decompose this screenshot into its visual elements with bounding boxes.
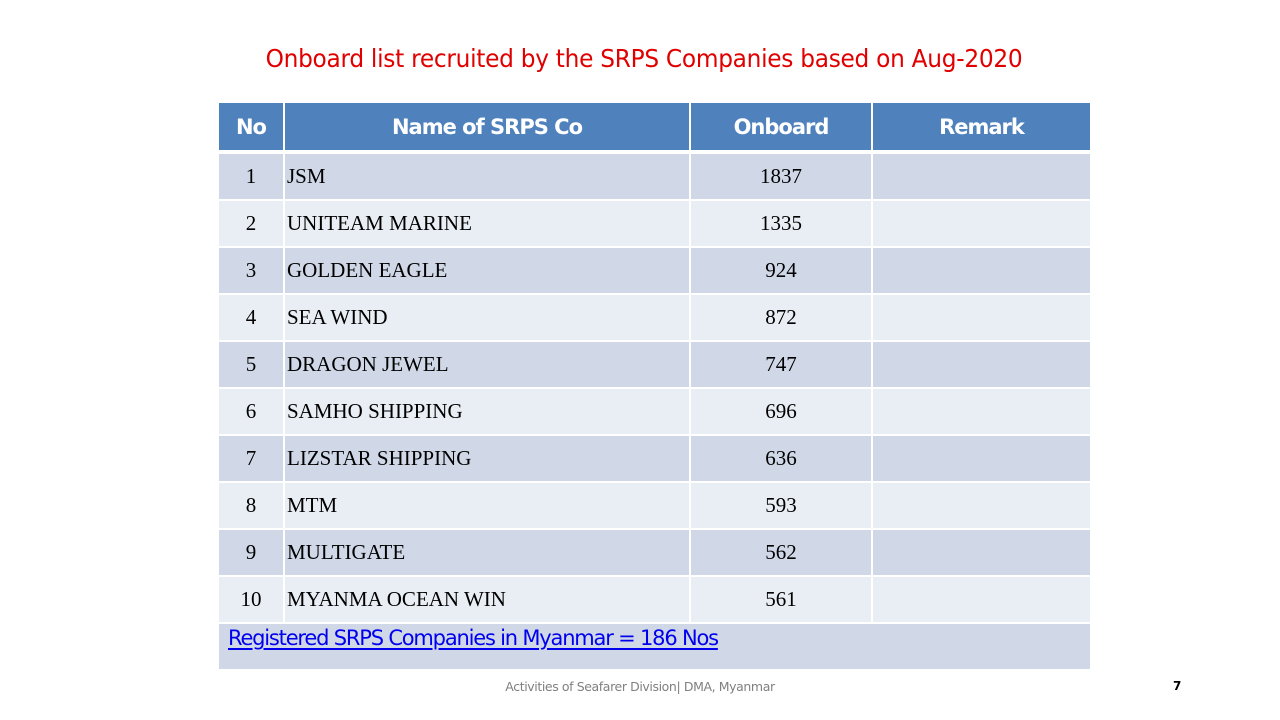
cell-remark	[871, 434, 1090, 482]
summary-cell: Registered SRPS Companies in Myanmar = 1…	[219, 622, 1090, 669]
footer-text: Activities of Seafarer Division| DMA, My…	[505, 679, 775, 694]
cell-company-name: MTM	[283, 481, 690, 529]
cell-company-name: SAMHO SHIPPING	[283, 387, 690, 435]
cell-remark	[871, 246, 1090, 294]
table-row: 6 SAMHO SHIPPING 696	[219, 387, 1090, 435]
cell-no: 8	[219, 481, 284, 529]
cell-remark	[871, 293, 1090, 341]
cell-no: 10	[219, 575, 284, 623]
cell-remark	[871, 481, 1090, 529]
table-row: 7 LIZSTAR SHIPPING 636	[219, 434, 1090, 482]
cell-no: 9	[219, 528, 284, 576]
cell-remark	[871, 528, 1090, 576]
column-header-onboard: Onboard	[689, 103, 872, 154]
table-header-row: No Name of SRPS Co Onboard Remark	[219, 103, 1090, 154]
cell-company-name: MULTIGATE	[283, 528, 690, 576]
srps-onboard-table: No Name of SRPS Co Onboard Remark 1 JSM …	[219, 103, 1090, 669]
cell-no: 1	[219, 151, 284, 200]
table-row: 2 UNITEAM MARINE 1335	[219, 199, 1090, 247]
cell-onboard: 747	[689, 340, 872, 388]
table-row: 3 GOLDEN EAGLE 924	[219, 246, 1090, 294]
cell-no: 4	[219, 293, 284, 341]
cell-company-name: DRAGON JEWEL	[283, 340, 690, 388]
cell-onboard: 872	[689, 293, 872, 341]
cell-remark	[871, 151, 1090, 200]
table-row: 9 MULTIGATE 562	[219, 528, 1090, 576]
cell-onboard: 1335	[689, 199, 872, 247]
cell-company-name: UNITEAM MARINE	[283, 199, 690, 247]
cell-no: 7	[219, 434, 284, 482]
cell-onboard: 593	[689, 481, 872, 529]
column-header-name: Name of SRPS Co	[283, 103, 690, 154]
cell-onboard: 562	[689, 528, 872, 576]
table-row: 10 MYANMA OCEAN WIN 561	[219, 575, 1090, 623]
column-header-remark: Remark	[871, 103, 1090, 154]
cell-company-name: LIZSTAR SHIPPING	[283, 434, 690, 482]
table-row: 8 MTM 593	[219, 481, 1090, 529]
cell-company-name: MYANMA OCEAN WIN	[283, 575, 690, 623]
page-number: 7	[1173, 679, 1182, 693]
cell-onboard: 561	[689, 575, 872, 623]
summary-row: Registered SRPS Companies in Myanmar = 1…	[219, 622, 1090, 669]
cell-onboard: 1837	[689, 151, 872, 200]
column-header-no: No	[219, 103, 284, 154]
table-row: 4 SEA WIND 872	[219, 293, 1090, 341]
cell-no: 2	[219, 199, 284, 247]
cell-onboard: 696	[689, 387, 872, 435]
cell-no: 5	[219, 340, 284, 388]
cell-remark	[871, 340, 1090, 388]
registered-companies-link[interactable]: Registered SRPS Companies in Myanmar = 1…	[228, 626, 719, 650]
cell-company-name: JSM	[283, 151, 690, 200]
cell-no: 3	[219, 246, 284, 294]
cell-remark	[871, 387, 1090, 435]
slide-title: Onboard list recruited by the SRPS Compa…	[265, 44, 1023, 73]
cell-company-name: GOLDEN EAGLE	[283, 246, 690, 294]
cell-remark	[871, 199, 1090, 247]
table-row: 1 JSM 1837	[219, 151, 1090, 200]
cell-no: 6	[219, 387, 284, 435]
cell-onboard: 924	[689, 246, 872, 294]
cell-remark	[871, 575, 1090, 623]
cell-onboard: 636	[689, 434, 872, 482]
cell-company-name: SEA WIND	[283, 293, 690, 341]
table-row: 5 DRAGON JEWEL 747	[219, 340, 1090, 388]
